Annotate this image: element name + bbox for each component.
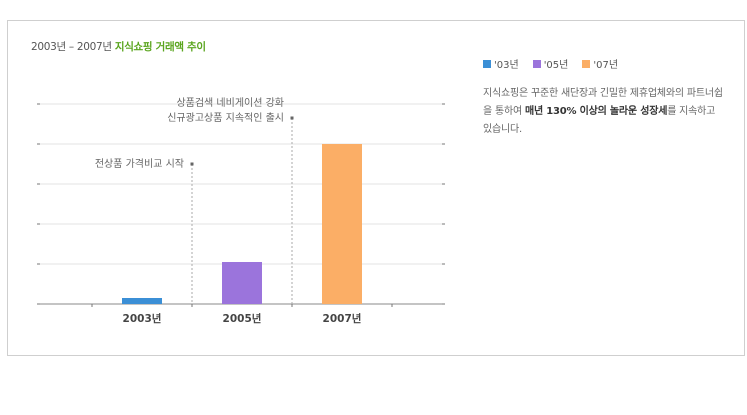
legend-label: '07년 xyxy=(593,60,619,71)
legend-item-03: '03년 xyxy=(483,56,519,71)
description-emphasis: 매년 130% 이상의 놀라운 성장세 xyxy=(524,106,668,117)
legend-swatch xyxy=(532,59,541,68)
legend-swatch xyxy=(582,59,591,68)
legend-item-07: '07년 xyxy=(582,56,618,71)
legend-label: '05년 xyxy=(543,60,569,71)
legend-swatch xyxy=(483,59,491,68)
legend: '03년 '05년 '07년 xyxy=(483,56,618,71)
chart-panel xyxy=(7,20,745,356)
chart-title-highlight: 지식쇼핑 거래액 추이 xyxy=(114,41,206,53)
chart-title: 2003년 – 2007년 지식쇼핑 거래액 추이 xyxy=(31,41,206,53)
description: 지식쇼핑은 꾸준한 새단장과 긴밀한 제휴업체와의 파트너쉽을 통하여 매년 1… xyxy=(483,88,723,135)
legend-label: '03년 xyxy=(494,60,519,71)
legend-item-05: '05년 xyxy=(532,56,569,71)
